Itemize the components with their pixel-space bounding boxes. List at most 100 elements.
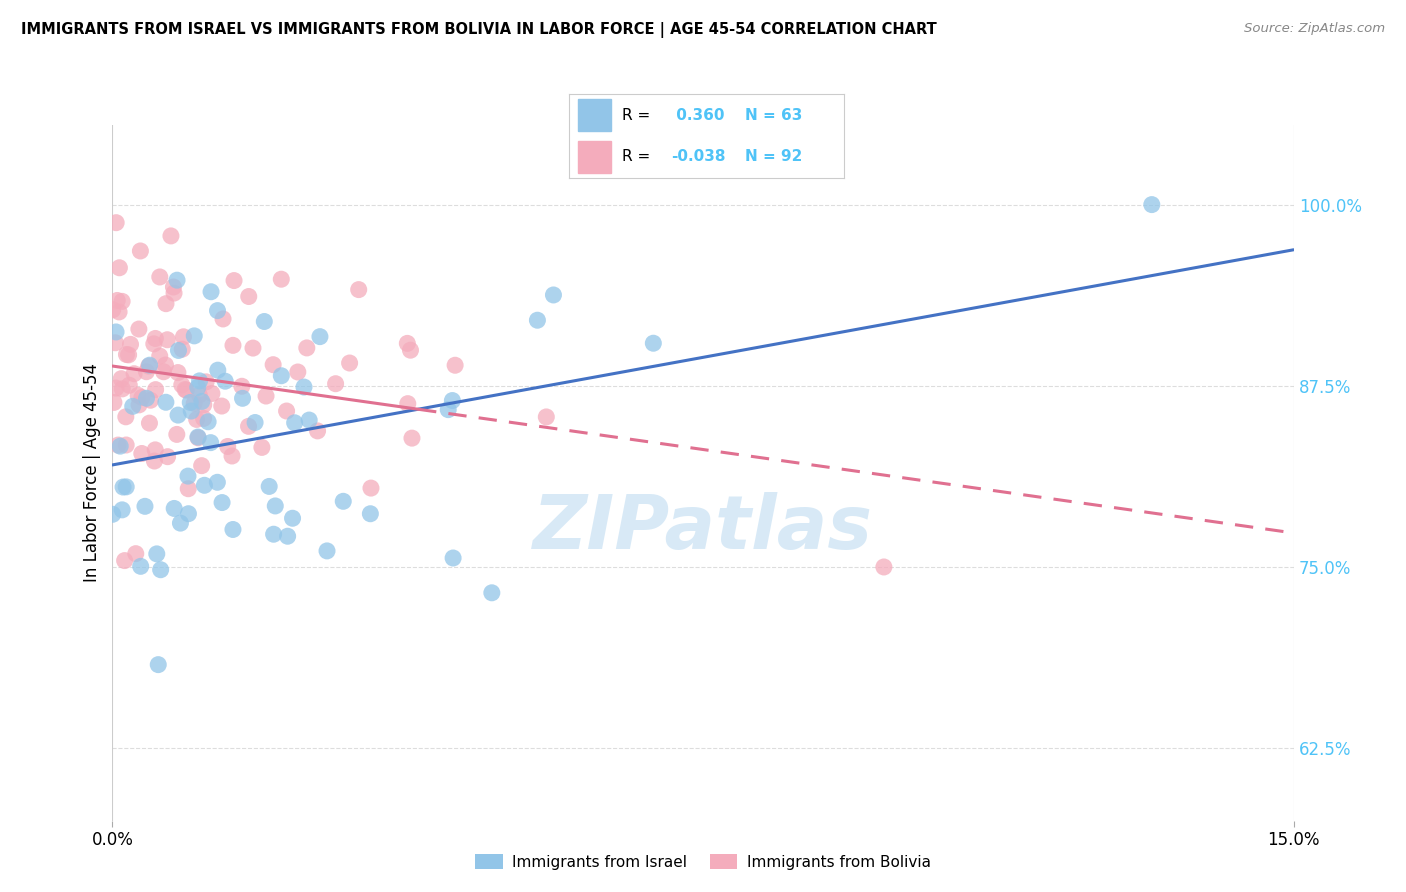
Point [250,441,273,455]
Point [873,560,896,574]
Point [339,356,361,370]
Point [325,376,347,391]
Text: 0.360: 0.360 [671,108,724,123]
Point [169,516,191,530]
Point [200,435,222,450]
Legend: Immigrants from Israel, Immigrants from Bolivia: Immigrants from Israel, Immigrants from … [470,847,936,876]
Point [135,365,157,379]
Point [105,216,128,230]
Point [108,305,131,319]
Point [242,341,264,355]
Point [276,404,298,418]
Point [643,336,665,351]
Point [183,329,205,343]
Point [174,383,197,397]
Point [292,380,315,394]
Point [222,523,245,537]
Point [166,273,188,287]
Point [401,431,423,445]
Point [195,375,218,389]
Point [295,341,318,355]
Point [156,333,179,347]
Point [298,413,321,427]
Point [115,347,138,361]
Point [143,331,166,345]
Point [149,563,172,577]
Point [183,396,205,410]
Point [193,478,215,492]
Text: -0.038: -0.038 [671,149,725,164]
Point [110,372,132,386]
Point [187,430,209,444]
Point [103,395,125,409]
Point [145,383,167,397]
Point [444,358,467,372]
Point [167,343,190,358]
Point [108,260,131,275]
Point [105,325,128,339]
Point [167,408,190,422]
Point [149,269,172,284]
Point [526,313,548,327]
Point [270,368,292,383]
Point [207,303,229,318]
Point [122,367,145,381]
Text: R =: R = [621,108,650,123]
Point [129,559,152,574]
Point [131,391,153,405]
Point [172,342,194,356]
Point [155,296,177,310]
Point [190,458,212,473]
Text: IMMIGRANTS FROM ISRAEL VS IMMIGRANTS FROM BOLIVIA IN LABOR FORCE | AGE 45-54 COR: IMMIGRANTS FROM ISRAEL VS IMMIGRANTS FRO… [21,22,936,38]
Point [180,404,202,418]
Point [142,336,165,351]
Point [262,358,284,372]
Point [135,391,157,405]
Point [114,409,136,424]
Point [222,338,245,352]
Point [257,479,280,493]
Point [200,285,222,299]
Point [347,283,370,297]
Point [441,393,464,408]
Point [155,395,177,409]
Point [155,358,177,372]
Point [212,312,235,326]
Point [238,419,260,434]
Point [264,499,287,513]
Point [201,386,224,401]
Text: R =: R = [621,149,650,164]
Point [177,482,200,496]
Point [177,507,200,521]
Point [128,398,150,412]
Point [316,544,339,558]
Point [114,553,136,567]
Point [232,392,254,406]
Point [139,393,162,408]
Point [243,416,266,430]
Y-axis label: In Labor Force | Age 45-54: In Labor Force | Age 45-54 [83,363,101,582]
Point [221,449,243,463]
Point [211,495,233,509]
Point [134,500,156,514]
Point [138,358,160,372]
Point [111,503,134,517]
Point [120,337,142,351]
Point [437,402,460,417]
Point [129,244,152,258]
Point [162,280,184,294]
Point [121,400,143,414]
Bar [578,99,610,131]
Point [187,431,209,445]
Point [191,394,214,409]
Point [309,329,332,343]
Point [441,551,464,566]
Point [167,366,190,380]
Point [111,294,134,309]
Point [396,336,419,351]
Point [396,397,419,411]
Point [146,547,169,561]
Point [166,427,188,442]
Point [128,322,150,336]
Point [217,440,239,454]
